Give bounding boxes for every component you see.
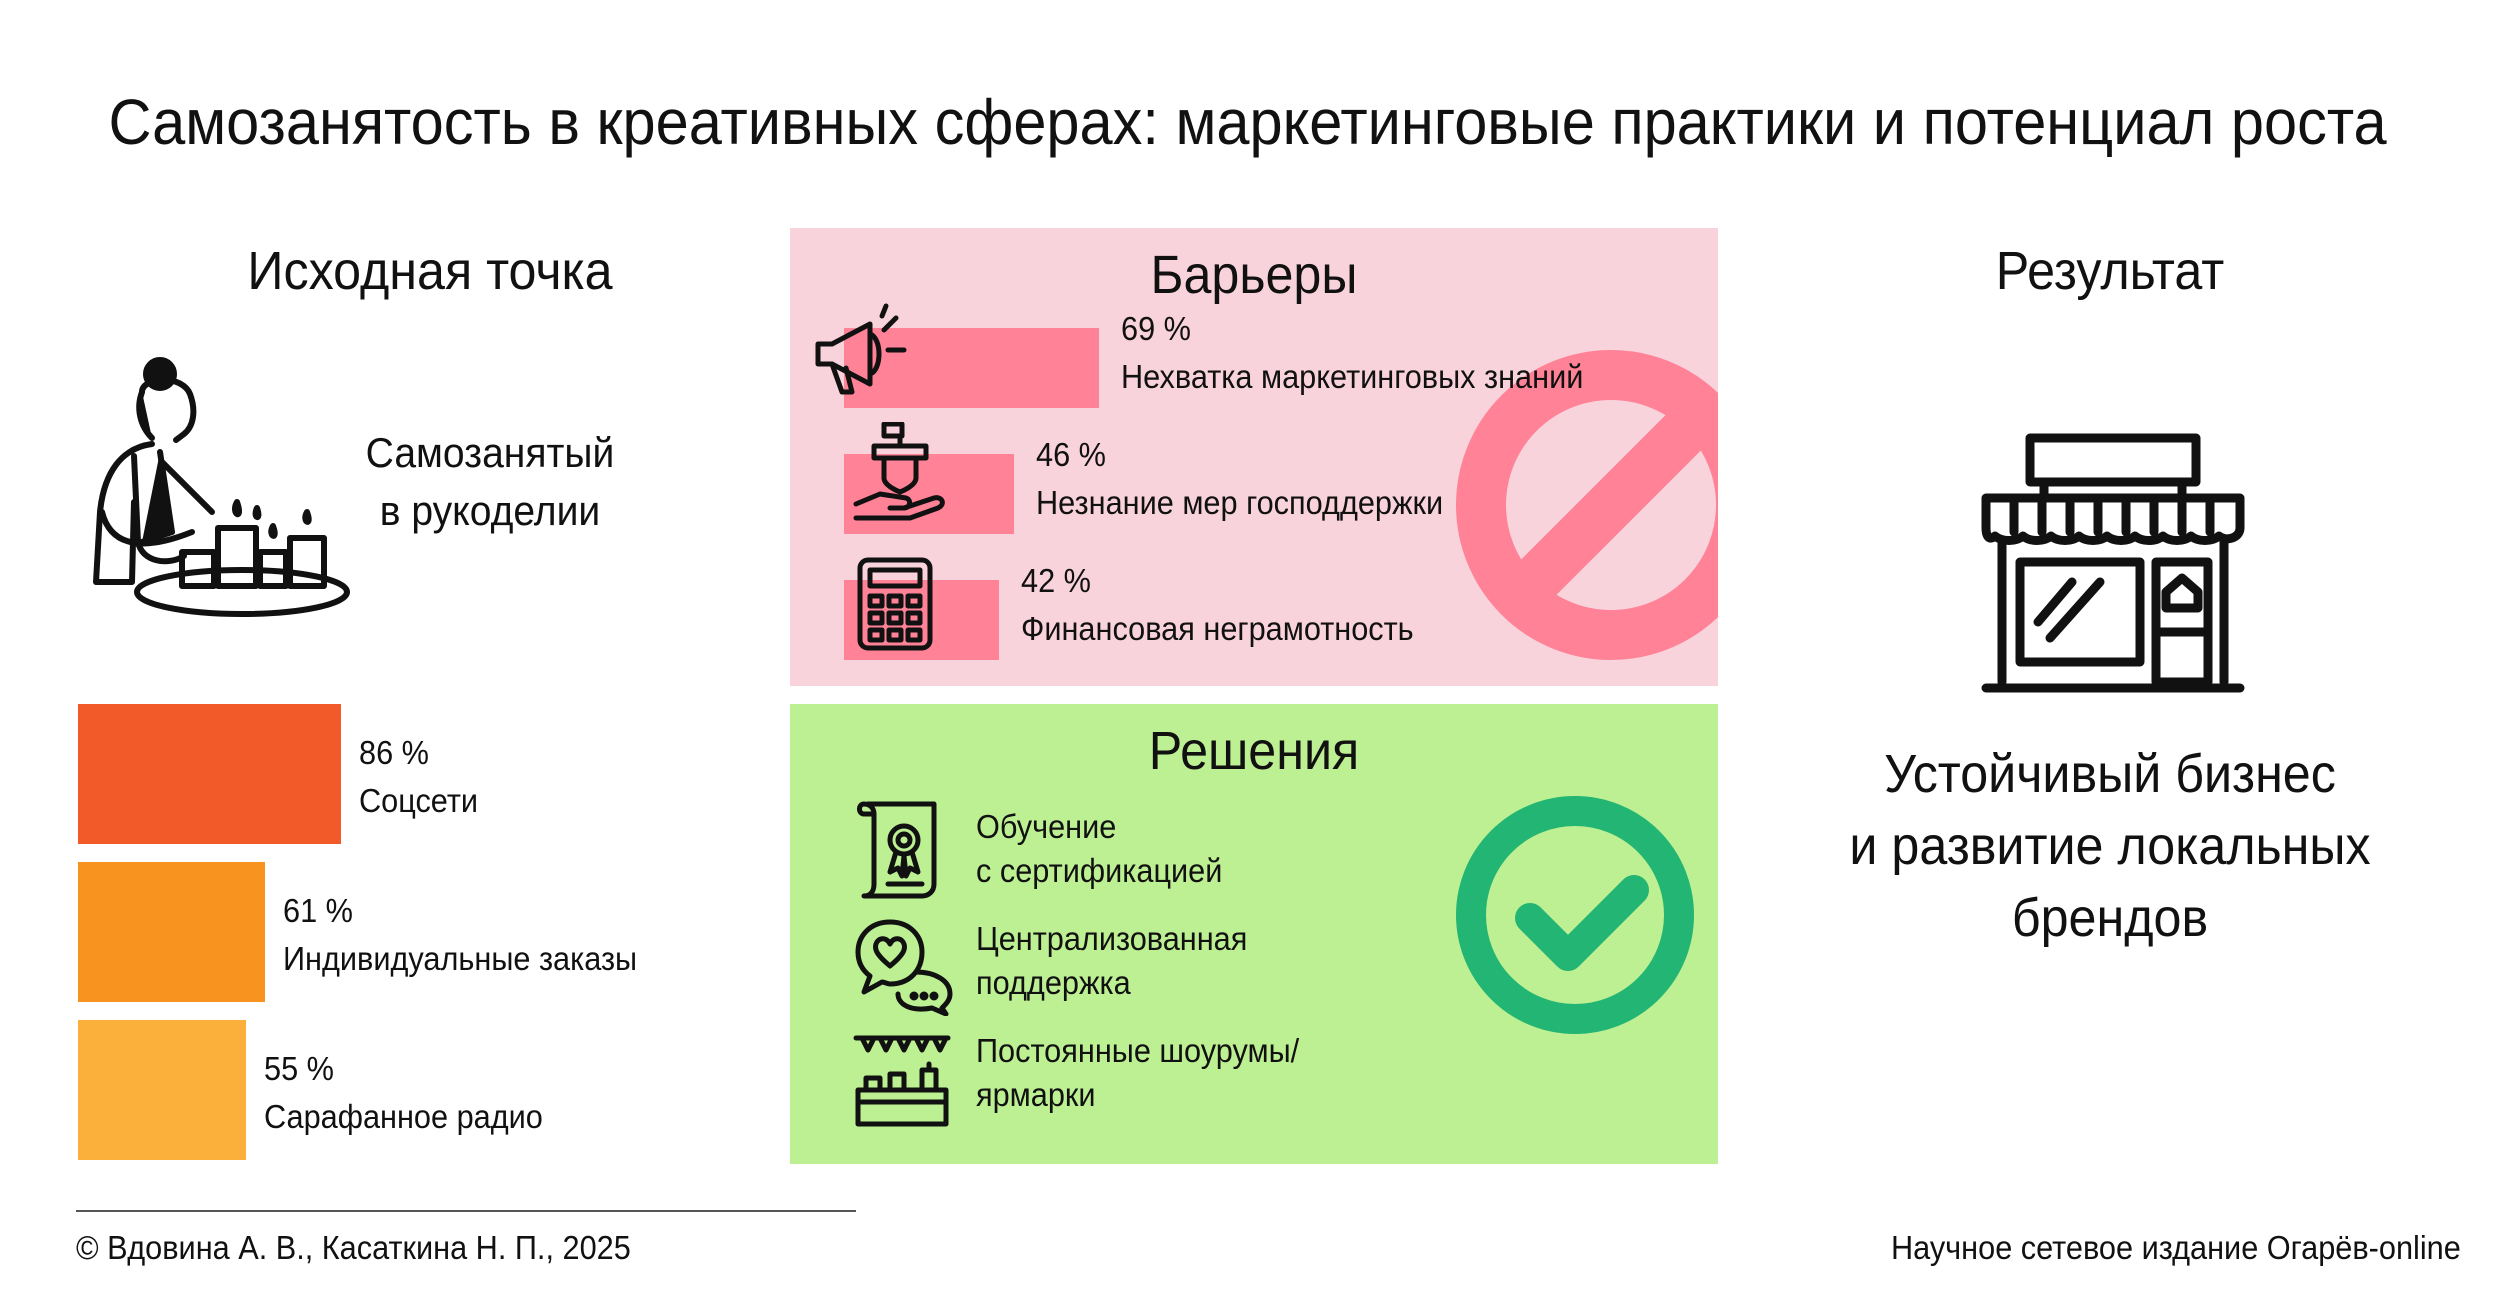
start-heading: Исходная точка (247, 241, 613, 301)
result-line-3: брендов (2011, 888, 2209, 948)
channel-bar (78, 862, 265, 1002)
certificate-icon (857, 801, 937, 899)
solutions-heading: Решения (1148, 721, 1360, 781)
channel-bar (78, 704, 341, 844)
barrier-label: Нехватка маркетинговых знаний (1121, 358, 1584, 395)
barrier-label: Незнание мер господдержки (1036, 484, 1444, 521)
barrier-percent: 69 % (1121, 310, 1191, 347)
solution-line-1: Централизованная (976, 920, 1248, 957)
solutions-panel: Решения Обучение с сертификацией Централиз… (790, 704, 1718, 1164)
footer-publisher: Научное сетевое издание Огарёв-online (1890, 1229, 2461, 1266)
solution-line-1: Постоянные шоурумы/ (976, 1032, 1300, 1069)
barrier-percent: 42 % (1021, 562, 1091, 599)
channel-bar (78, 1020, 246, 1160)
channel-label: Соцсети (359, 782, 479, 819)
result-line-1: Устойчивый бизнес (1884, 744, 2336, 804)
subject-line-2: в рукоделии (379, 487, 601, 534)
barrier-percent: 46 % (1036, 436, 1106, 473)
barriers-heading: Барьеры (1150, 245, 1358, 305)
calculator-icon (857, 557, 933, 651)
woman-making-candles-icon (93, 357, 350, 617)
channel-label: Индивидуальные заказы (283, 940, 638, 977)
channel-percent: 61 % (283, 892, 353, 929)
result-line-2: и развитие локальных (1849, 816, 2371, 876)
footer-divider (76, 1210, 856, 1212)
page-title: Самозанятость в креативных сферах: марке… (108, 86, 2387, 158)
solution-line-2: поддержка (976, 964, 1131, 1001)
result-text: Устойчивый бизнес и развитие локальных б… (1812, 738, 2407, 954)
barriers-panel: Барьеры 69 % Нехватка маркетинговых знани… (790, 228, 1718, 686)
solution-line-1: Обучение (976, 808, 1117, 845)
checkmark-circle-icon (1456, 796, 1694, 1034)
prohibition-badge-clip (790, 228, 1718, 686)
subject-line-1: Самозанятый (365, 429, 615, 476)
solution-line-2: ярмарки (976, 1076, 1096, 1113)
state-support-hand-icon (853, 422, 945, 521)
footer-copyright: © Вдовина А. В., Касаткина Н. П., 2025 (76, 1229, 631, 1266)
support-chat-icon (855, 919, 953, 1016)
channel-label: Сарафанное радио (264, 1098, 543, 1135)
megaphone-icon (815, 303, 907, 395)
barrier-bar (844, 328, 1099, 408)
prohibition-icon (1456, 350, 1718, 660)
channel-percent: 55 % (264, 1050, 334, 1087)
barrier-bar (844, 454, 1014, 534)
channel-percent: 86 % (359, 734, 429, 771)
solution-line-2: с сертификацией (976, 852, 1223, 889)
result-heading: Результат (1995, 241, 2225, 301)
fair-stall-icon (853, 1035, 951, 1127)
storefront-icon (1981, 433, 2245, 693)
barrier-label: Финансовая неграмотность (1021, 610, 1414, 647)
